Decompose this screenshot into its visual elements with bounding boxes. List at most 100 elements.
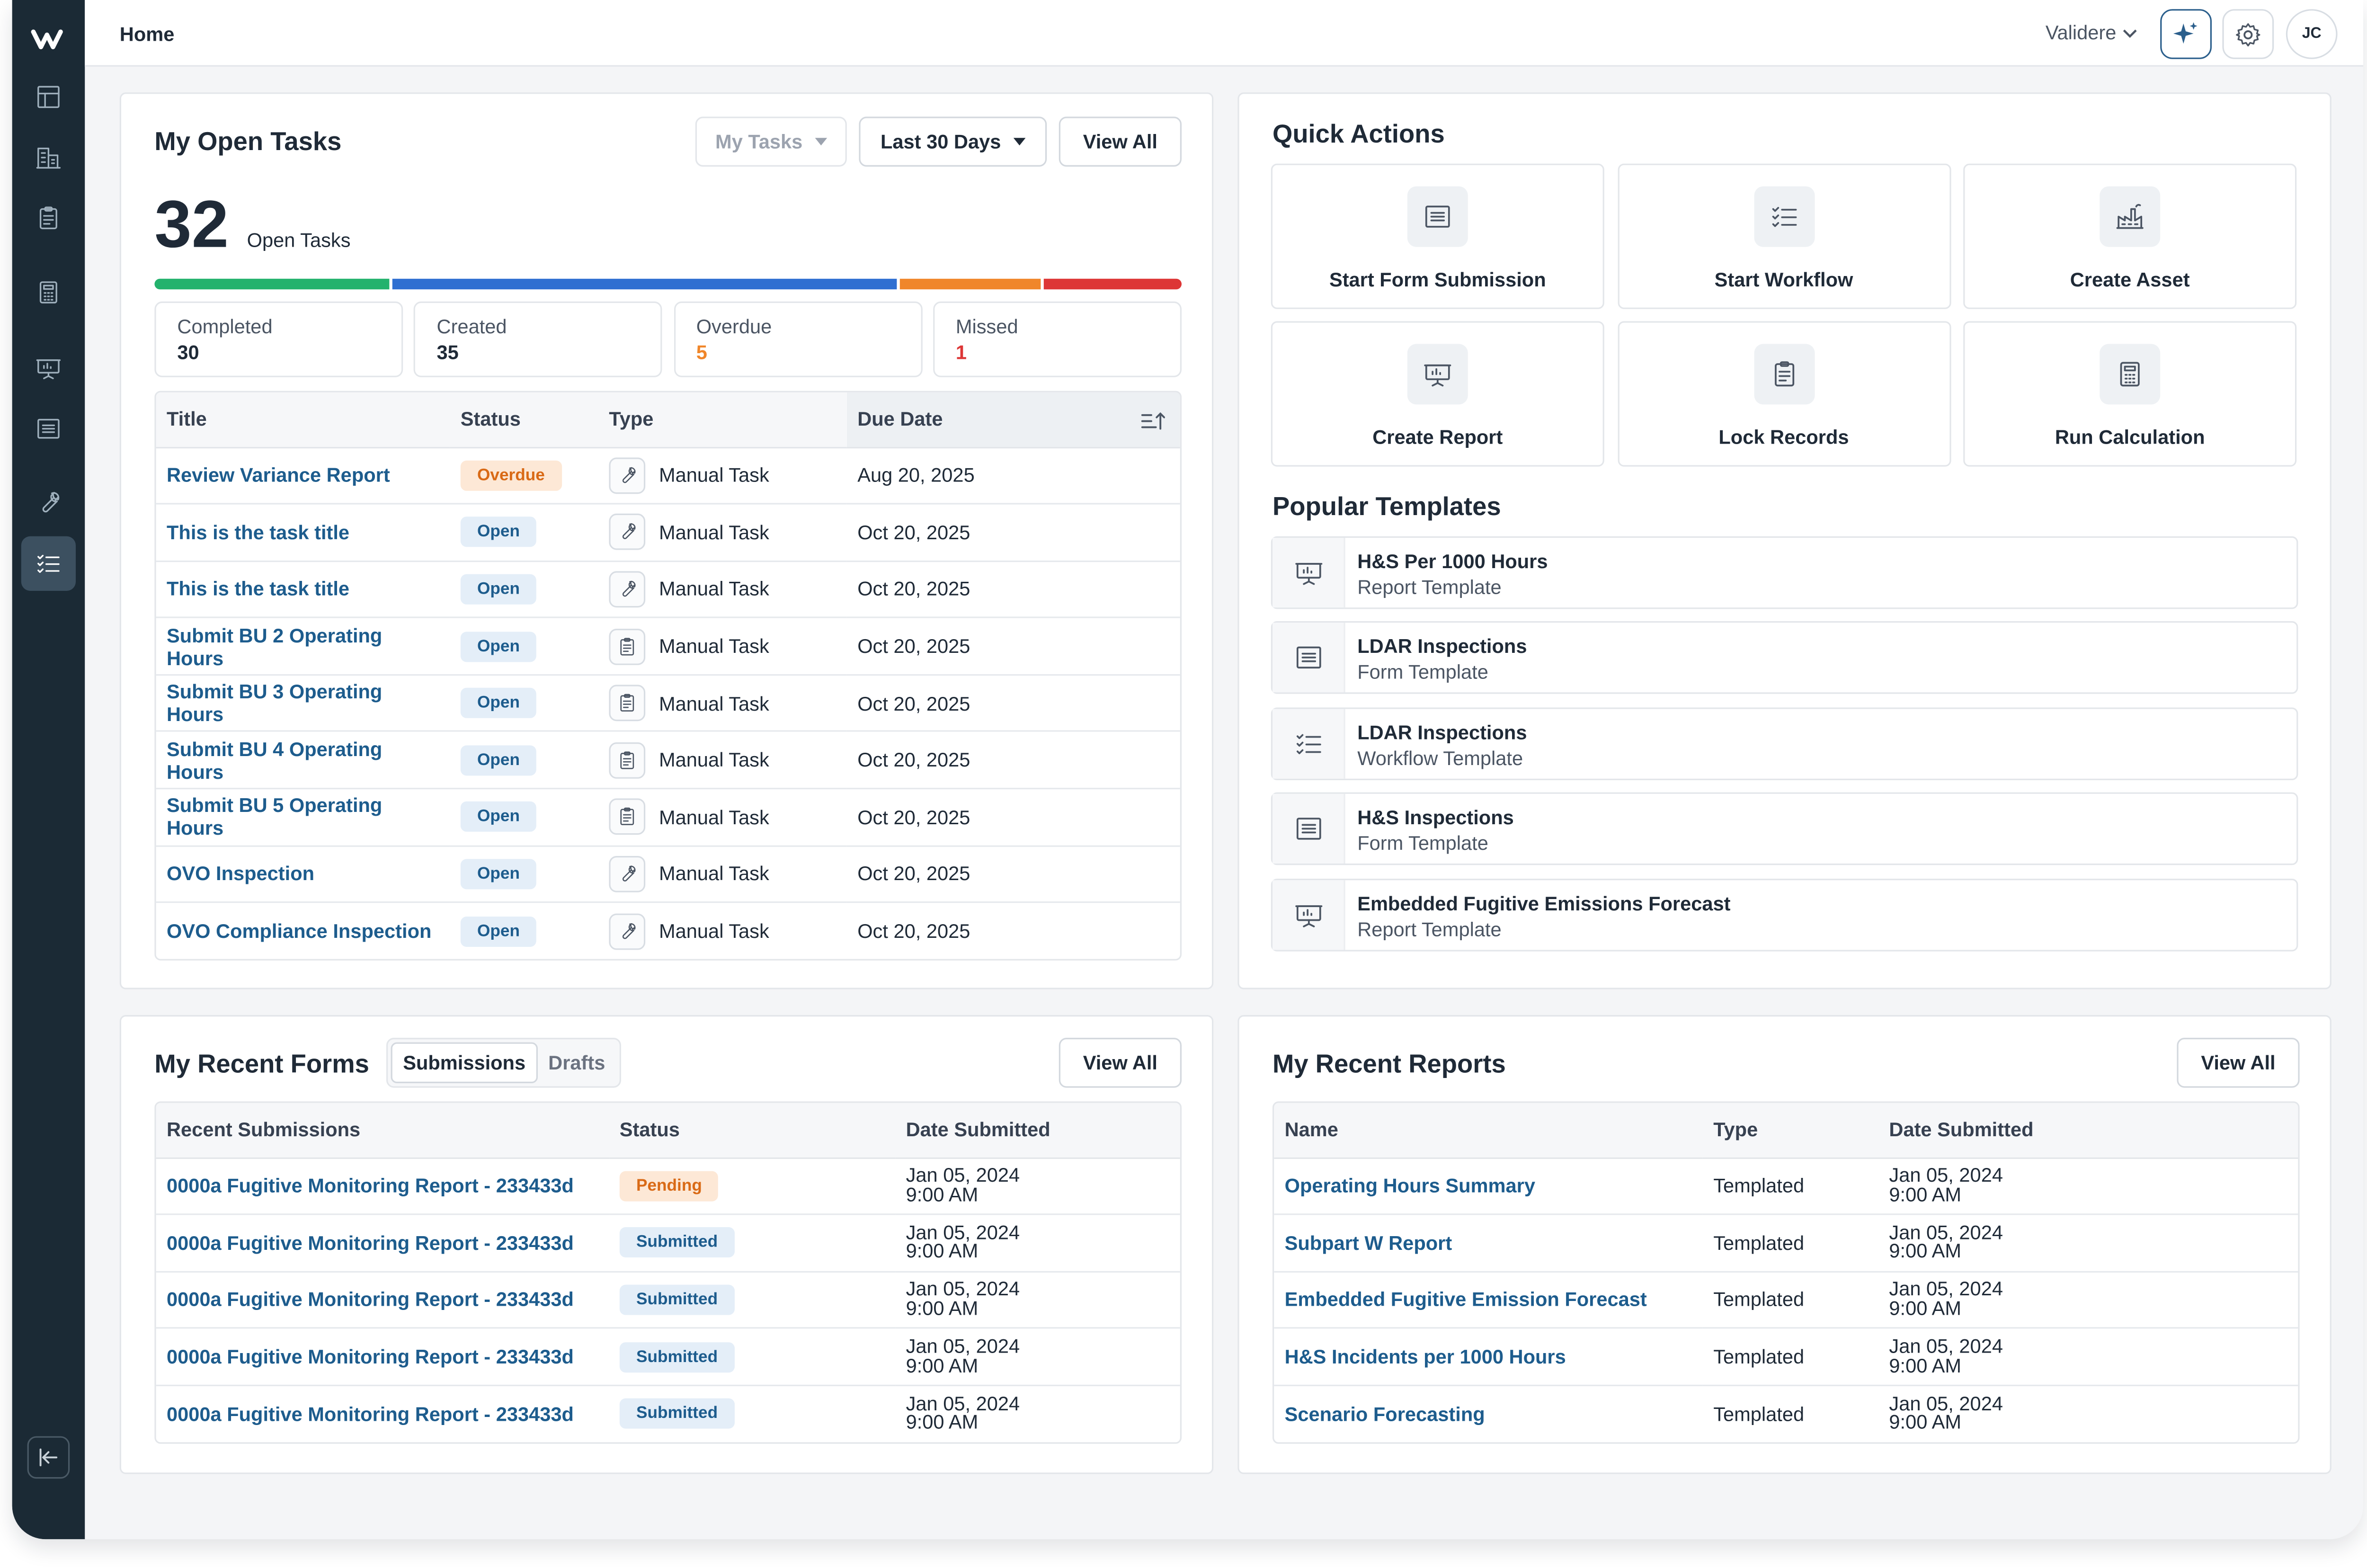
date-range-filter[interactable]: Last 30 Days bbox=[859, 116, 1047, 167]
recent-reports-table: Name Type Date Submitted Operating Hours… bbox=[1272, 1101, 2300, 1444]
form-submission-link[interactable]: 0000a Fugitive Monitoring Report - 23343… bbox=[167, 1231, 574, 1255]
report-name-link[interactable]: Embedded Fugitive Emission Forecast bbox=[1284, 1288, 1647, 1311]
stat-created[interactable]: Created 35 bbox=[414, 301, 663, 377]
column-header-title[interactable]: Title bbox=[156, 392, 450, 448]
app-window: Home Validere JC My Open Tasks My Tasks … bbox=[12, 0, 2363, 1540]
task-title-link[interactable]: Submit BU 2 Operating Hours bbox=[167, 624, 383, 669]
sidebar-item-buildings[interactable] bbox=[21, 130, 76, 185]
task-title-link[interactable]: Review Variance Report bbox=[167, 464, 390, 487]
quick-action-start-workflow[interactable]: Start Workflow bbox=[1617, 163, 1950, 309]
task-row[interactable]: This is the task title Open Manual Task Oct… bbox=[156, 561, 1180, 619]
sidebar-item-layout[interactable] bbox=[21, 70, 76, 124]
user-avatar[interactable]: JC bbox=[2286, 9, 2338, 59]
form-row[interactable]: 0000a Fugitive Monitoring Report - 23343… bbox=[156, 1385, 1180, 1442]
submitted-date: Jan 05, 2024 bbox=[906, 1164, 1020, 1187]
report-name-link[interactable]: Operating Hours Summary bbox=[1284, 1174, 1535, 1197]
task-title-link[interactable]: Submit BU 3 Operating Hours bbox=[167, 680, 383, 726]
open-task-count: 32 bbox=[154, 187, 229, 262]
template-item[interactable]: H&S Inspections Form Template bbox=[1271, 793, 2298, 865]
stat-overdue[interactable]: Overdue 5 bbox=[673, 301, 922, 377]
submitted-date: Jan 05, 2024 bbox=[1889, 1392, 2003, 1415]
form-row[interactable]: 0000a Fugitive Monitoring Report - 23343… bbox=[156, 1328, 1180, 1386]
company-switcher[interactable]: Validere bbox=[2046, 21, 2139, 44]
template-item[interactable]: Embedded Fugitive Emissions Forecast Repo… bbox=[1271, 878, 2298, 951]
report-row[interactable]: Embedded Fugitive Emission Forecast Templ… bbox=[1274, 1271, 2298, 1329]
task-type: Manual Task bbox=[659, 635, 769, 658]
form-submission-link[interactable]: 0000a Fugitive Monitoring Report - 23343… bbox=[167, 1402, 574, 1425]
task-row[interactable]: Submit BU 5 Operating Hours Open Manual Ta… bbox=[156, 788, 1180, 846]
report-name-link[interactable]: Scenario Forecasting bbox=[1284, 1402, 1485, 1425]
form-row[interactable]: 0000a Fugitive Monitoring Report - 23343… bbox=[156, 1157, 1180, 1215]
report-name-link[interactable]: Subpart W Report bbox=[1284, 1231, 1452, 1255]
submitted-time: 9:00 AM bbox=[1889, 1354, 1962, 1377]
quick-action-lock-records[interactable]: Lock Records bbox=[1617, 320, 1950, 466]
task-row[interactable]: This is the task title Open Manual Task Oct… bbox=[156, 504, 1180, 562]
sort-ascending-icon[interactable] bbox=[1141, 409, 1165, 433]
column-header-due-date[interactable]: Due Date bbox=[846, 392, 1180, 448]
clipboard-icon bbox=[1753, 343, 1814, 404]
sidebar-item-calculator[interactable] bbox=[21, 265, 76, 320]
forms-view-all-button[interactable]: View All bbox=[1059, 1038, 1182, 1088]
ai-assistant-button[interactable] bbox=[2160, 9, 2212, 59]
column-header-type[interactable]: Type bbox=[598, 392, 847, 448]
reports-view-all-button[interactable]: View All bbox=[2177, 1038, 2300, 1088]
form-submission-link[interactable]: 0000a Fugitive Monitoring Report - 23343… bbox=[167, 1174, 574, 1197]
status-badge: Open bbox=[460, 802, 537, 832]
template-kind: Form Template bbox=[1357, 661, 1488, 684]
form-submission-link[interactable]: 0000a Fugitive Monitoring Report - 23343… bbox=[167, 1345, 574, 1368]
tab-drafts[interactable]: Drafts bbox=[548, 1051, 605, 1074]
stat-label: Missed bbox=[955, 315, 1018, 338]
task-row[interactable]: OVO Compliance Inspection Open Manual Task… bbox=[156, 902, 1180, 959]
sidebar-item-presentation[interactable] bbox=[21, 341, 76, 395]
sidebar-item-checklist[interactable] bbox=[21, 536, 76, 591]
quick-action-start-form-submission[interactable]: Start Form Submission bbox=[1271, 163, 1604, 309]
sidebar-item-form[interactable] bbox=[21, 401, 76, 456]
template-item[interactable]: H&S Per 1000 Hours Report Template bbox=[1271, 536, 2298, 609]
stat-missed[interactable]: Missed 1 bbox=[933, 301, 1182, 377]
template-item[interactable]: LDAR Inspections Form Template bbox=[1271, 622, 2298, 695]
tasks-view-all-button[interactable]: View All bbox=[1059, 116, 1182, 167]
report-row[interactable]: Subpart W Report Templated Jan 05, 2024 9:0… bbox=[1274, 1214, 2298, 1272]
quick-action-run-calculation[interactable]: Run Calculation bbox=[1963, 320, 2297, 466]
stat-completed[interactable]: Completed 30 bbox=[154, 301, 403, 377]
task-title-link[interactable]: This is the task title bbox=[167, 578, 350, 601]
template-item[interactable]: LDAR Inspections Workflow Template bbox=[1271, 707, 2298, 780]
tasks-table-header: Title Status Type Due Date bbox=[156, 392, 1180, 448]
progress-segment-completed bbox=[154, 278, 390, 290]
report-name-link[interactable]: H&S Incidents per 1000 Hours bbox=[1284, 1345, 1566, 1368]
collapse-sidebar-button[interactable] bbox=[27, 1436, 70, 1479]
quick-action-create-report[interactable]: Create Report bbox=[1271, 320, 1604, 466]
quick-action-create-asset[interactable]: Create Asset bbox=[1963, 163, 2297, 309]
form-submission-link[interactable]: 0000a Fugitive Monitoring Report - 23343… bbox=[167, 1288, 574, 1311]
task-row[interactable]: Submit BU 3 Operating Hours Open Manual Ta… bbox=[156, 675, 1180, 733]
task-type: Manual Task bbox=[659, 805, 769, 829]
task-title-link[interactable]: Submit BU 4 Operating Hours bbox=[167, 737, 383, 783]
stat-value: 5 bbox=[696, 341, 707, 364]
settings-button[interactable] bbox=[2222, 9, 2274, 59]
task-row[interactable]: Submit BU 4 Operating Hours Open Manual Ta… bbox=[156, 731, 1180, 790]
sidebar-item-wrench[interactable] bbox=[21, 476, 76, 530]
chevron-down-icon bbox=[2123, 28, 2137, 37]
validere-logo[interactable] bbox=[30, 21, 67, 58]
report-row[interactable]: Operating Hours Summary Templated Jan 05, … bbox=[1274, 1157, 2298, 1215]
template-kind: Report Template bbox=[1357, 917, 1502, 940]
report-row[interactable]: Scenario Forecasting Templated Jan 05, 202… bbox=[1274, 1385, 2298, 1442]
task-title-link[interactable]: Submit BU 5 Operating Hours bbox=[167, 794, 383, 840]
task-due-date: Oct 20, 2025 bbox=[857, 692, 970, 715]
report-row[interactable]: H&S Incidents per 1000 Hours Templated Jan… bbox=[1274, 1328, 2298, 1386]
task-owner-filter[interactable]: My Tasks bbox=[695, 116, 847, 167]
tab-submissions[interactable]: Submissions bbox=[391, 1042, 538, 1083]
submitted-time: 9:00 AM bbox=[1889, 1297, 1962, 1320]
form-row[interactable]: 0000a Fugitive Monitoring Report - 23343… bbox=[156, 1214, 1180, 1272]
column-header-status[interactable]: Status bbox=[450, 392, 598, 448]
task-title-link[interactable]: OVO Inspection bbox=[167, 863, 315, 886]
task-title-link[interactable]: This is the task title bbox=[167, 521, 350, 544]
clipboard-icon bbox=[609, 628, 646, 665]
form-row[interactable]: 0000a Fugitive Monitoring Report - 23343… bbox=[156, 1271, 1180, 1329]
task-row[interactable]: Submit BU 2 Operating Hours Open Manual Ta… bbox=[156, 617, 1180, 676]
sidebar-item-clipboard[interactable] bbox=[21, 191, 76, 245]
task-row[interactable]: OVO Inspection Open Manual Task Oct 20, 202… bbox=[156, 846, 1180, 903]
task-row[interactable]: Review Variance Report Overdue Manual Task… bbox=[156, 447, 1180, 505]
wrench-icon bbox=[609, 457, 646, 494]
task-title-link[interactable]: OVO Compliance Inspection bbox=[167, 920, 432, 943]
